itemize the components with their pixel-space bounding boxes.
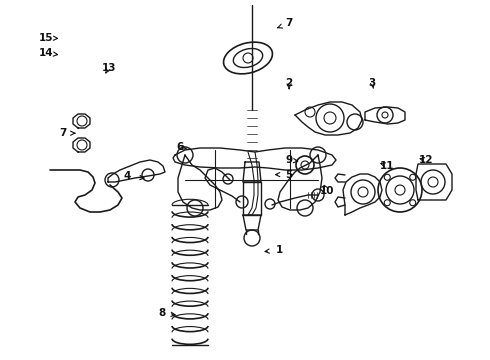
Text: 1: 1 [265,245,283,255]
Text: 2: 2 [286,78,293,89]
Text: 3: 3 [369,78,376,88]
Text: 6: 6 [177,142,187,152]
Text: 13: 13 [101,63,116,73]
Text: 4: 4 [123,171,144,181]
Text: 9: 9 [286,155,297,165]
Text: 11: 11 [380,161,394,171]
Text: 15: 15 [39,33,57,43]
Text: 14: 14 [39,48,58,58]
Text: 7: 7 [59,128,75,138]
Text: 10: 10 [320,185,335,196]
Text: 7: 7 [277,18,293,28]
Text: 12: 12 [419,155,434,165]
Text: 5: 5 [276,170,293,180]
Text: 8: 8 [158,308,175,318]
